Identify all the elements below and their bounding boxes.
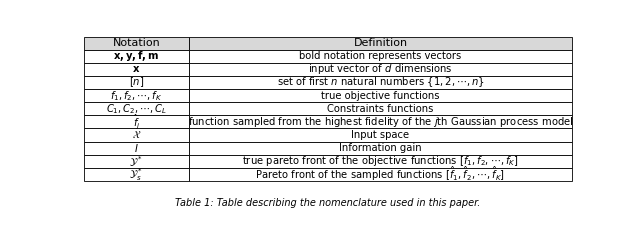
Bar [84,102,189,115]
Text: set of first $n$ natural numbers $\{1, 2, \cdots, n\}$: set of first $n$ natural numbers $\{1, 2… [276,76,484,89]
Bar [84,168,189,181]
Bar [189,63,572,76]
Bar [189,89,572,102]
Text: Definition: Definition [353,38,408,48]
Bar [84,37,189,50]
Bar [84,128,189,141]
Text: $\mathcal{Y}^*$: $\mathcal{Y}^*$ [129,154,143,169]
Text: $\mathbf{x}$: $\mathbf{x}$ [132,64,141,74]
Bar [84,89,189,102]
Text: $f_1, f_2, \cdots, f_K$: $f_1, f_2, \cdots, f_K$ [110,89,163,103]
Bar [189,141,572,155]
Bar [84,141,189,155]
Bar [189,37,572,50]
Text: true objective functions: true objective functions [321,91,440,101]
Bar [84,50,189,63]
Bar [189,115,572,128]
Text: $I$: $I$ [134,142,139,154]
Bar [84,63,189,76]
Text: $[n]$: $[n]$ [129,76,144,89]
Text: $\hat{f}_j$: $\hat{f}_j$ [132,113,140,131]
Text: $\mathcal{X}$: $\mathcal{X}$ [132,130,141,140]
Bar [84,76,189,89]
Text: Table 1: Table describing the nomenclature used in this paper.: Table 1: Table describing the nomenclatu… [175,198,481,208]
Bar [189,155,572,168]
Text: input vector of $d$ dimensions: input vector of $d$ dimensions [308,62,453,76]
Bar [84,115,189,128]
Text: $C_1, C_2, \cdots, C_L$: $C_1, C_2, \cdots, C_L$ [106,102,167,116]
Text: Input space: Input space [351,130,410,140]
Text: $\mathcal{Y}_s^*$: $\mathcal{Y}_s^*$ [129,166,143,183]
Bar [189,102,572,115]
Text: $\mathbf{x, y, f, m}$: $\mathbf{x, y, f, m}$ [113,49,159,63]
Text: Constraints functions: Constraints functions [327,104,434,114]
Bar [84,155,189,168]
Bar [189,128,572,141]
Bar [189,50,572,63]
Text: Information gain: Information gain [339,143,422,153]
Text: Notation: Notation [113,38,160,48]
Text: Pareto front of the sampled functions $[\hat{f}_1, \hat{f}_2, \cdots, \hat{f}_K]: Pareto front of the sampled functions $[… [255,165,506,183]
Text: true pareto front of the objective functions $[f_1, f_2, \cdots, f_K]$: true pareto front of the objective funct… [242,154,519,168]
Bar [189,76,572,89]
Text: function sampled from the highest fidelity of the $j$th Gaussian process model: function sampled from the highest fideli… [188,115,573,129]
Text: bold notation represents vectors: bold notation represents vectors [300,51,461,61]
Bar [189,168,572,181]
